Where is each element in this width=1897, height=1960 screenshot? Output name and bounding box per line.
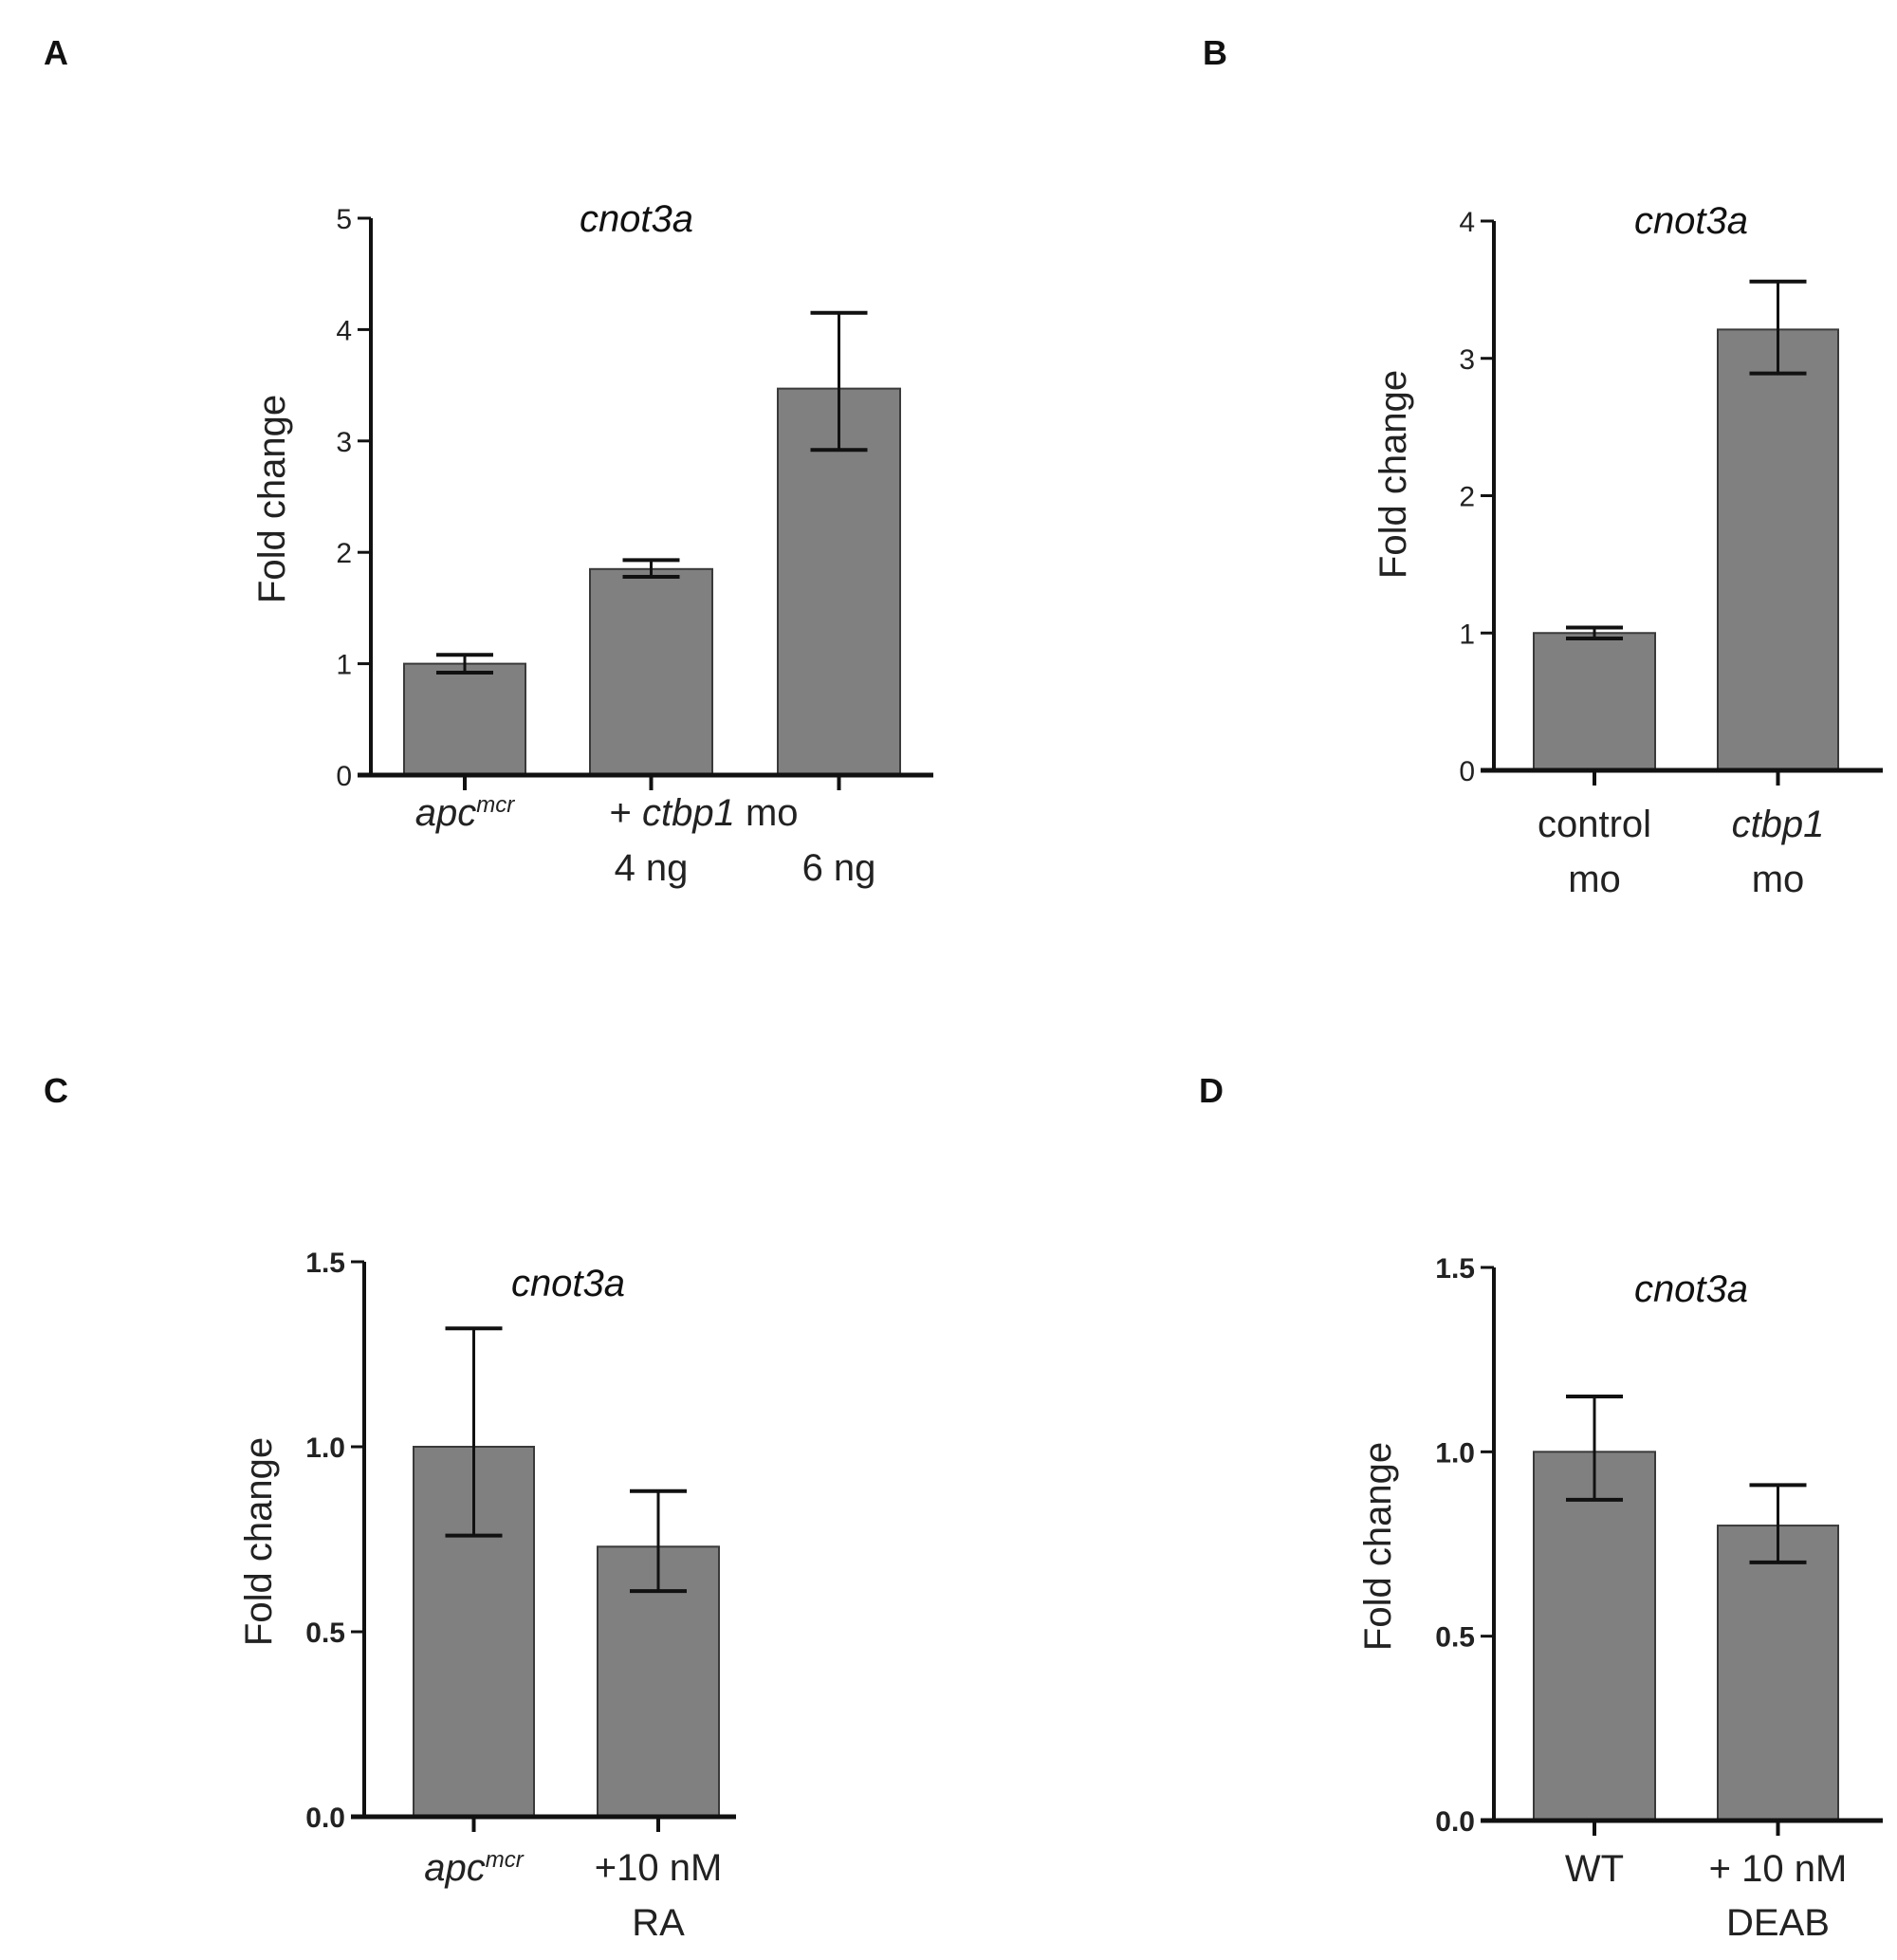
- y-tick-label: 4: [336, 315, 352, 346]
- panel-letter: B: [1203, 33, 1227, 72]
- chart-panel-a: A 0 1 2 3 4 5 cnot3a Fold change apcmcr 4 ng 6 ng+ …: [44, 33, 933, 889]
- y-tick-label: 1: [1459, 619, 1475, 650]
- y-axis-label: Fold change: [238, 1437, 280, 1646]
- panel-letter: C: [44, 1071, 68, 1110]
- x-tick-label: apcmcr: [415, 792, 515, 834]
- y-tick-label: 1.0: [305, 1433, 345, 1464]
- bar: [1717, 328, 1839, 771]
- y-tick-label: 4: [1459, 207, 1475, 238]
- y-tick-label: 3: [336, 427, 352, 458]
- y-tick-label: 3: [1459, 344, 1475, 376]
- y-tick-label: 0.5: [1435, 1622, 1475, 1654]
- chart-panel-c: C 0.0 0.5 1.0 1.5 cnot3a Fold change apcmcr +10 …: [44, 1071, 736, 1944]
- y-tick-label: 0: [336, 761, 352, 792]
- bar: [1533, 1451, 1656, 1822]
- chart-panel-b: B 0 1 2 3 4 cnot3a Fold change control mo ctbp1 mo: [1203, 33, 1883, 900]
- x-tick-label: ctbp1: [1732, 804, 1825, 845]
- y-tick-label: 1.0: [1435, 1437, 1475, 1469]
- y-tick-label: 0.5: [305, 1618, 345, 1649]
- x-tick-label: RA: [632, 1902, 685, 1944]
- x-tick-label: +10 nM: [595, 1847, 723, 1889]
- bar: [589, 567, 713, 776]
- y-axis-label: Fold change: [1372, 370, 1414, 579]
- x-tick-label: mo: [1568, 859, 1621, 900]
- x-tick-label: 6 ng: [802, 847, 876, 889]
- x-tick-label: WT: [1565, 1848, 1624, 1890]
- bar: [1533, 632, 1656, 771]
- x-tick-label: 4 ng: [615, 847, 689, 889]
- chart-title: cnot3a: [1634, 1268, 1748, 1310]
- x-tick-label: control: [1538, 804, 1651, 845]
- y-tick-label: 1.5: [305, 1248, 345, 1279]
- x-group-label: + ctbp1 mo: [609, 792, 798, 834]
- bar: [777, 387, 901, 776]
- y-tick-label: 2: [1459, 482, 1475, 513]
- y-tick-label: 5: [336, 204, 352, 235]
- x-tick-label: mo: [1752, 859, 1805, 900]
- x-tick-label: DEAB: [1726, 1902, 1830, 1944]
- chart-panel-d: D 0.0 0.5 1.0 1.5 cnot3a Fold change WT + 10 nM D…: [1199, 1071, 1883, 1944]
- chart-title: cnot3a: [511, 1263, 625, 1304]
- y-tick-label: 1: [336, 650, 352, 681]
- chart-title: cnot3a: [580, 198, 693, 240]
- bar: [1717, 1525, 1839, 1821]
- panel-letter: D: [1199, 1071, 1224, 1110]
- x-tick-label: apcmcr: [424, 1847, 524, 1889]
- chart-title: cnot3a: [1634, 200, 1748, 242]
- y-axis-label: Fold change: [1357, 1442, 1399, 1651]
- x-tick-label: + 10 nM: [1709, 1848, 1848, 1890]
- panel-letter: A: [44, 33, 68, 72]
- y-axis-label: Fold change: [251, 395, 293, 603]
- y-tick-label: 2: [336, 538, 352, 569]
- y-tick-label: 1.5: [1435, 1253, 1475, 1285]
- bar: [403, 662, 526, 776]
- y-tick-label: 0.0: [305, 1803, 345, 1834]
- y-tick-label: 0: [1459, 756, 1475, 787]
- y-tick-label: 0.0: [1435, 1806, 1475, 1838]
